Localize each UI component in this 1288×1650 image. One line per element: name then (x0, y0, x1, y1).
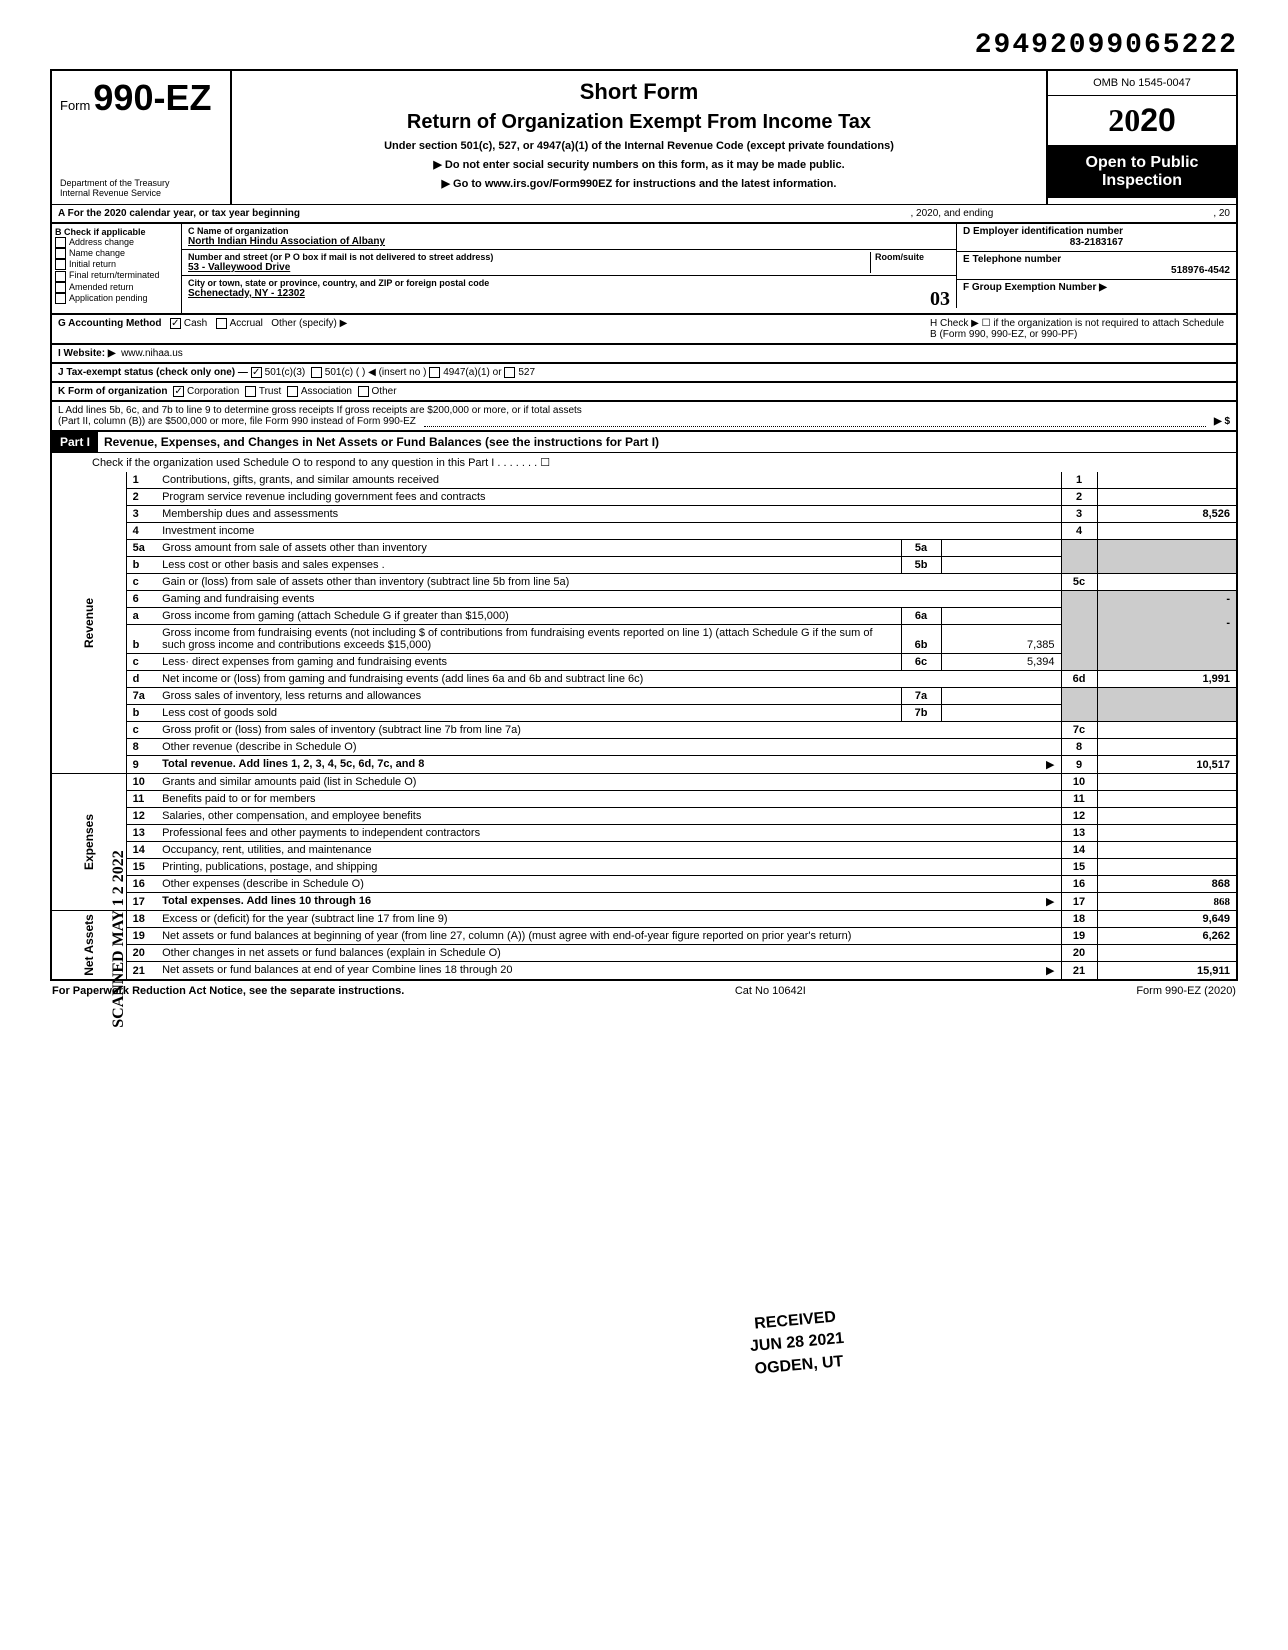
form-ref: Form 990-EZ (2020) (1136, 985, 1236, 997)
cat-number: Cat No 10642I (735, 985, 806, 997)
open-to-public: Open to Public Inspection (1048, 146, 1236, 198)
form-label: Form (60, 98, 90, 113)
main-table: Revenue 1Contributions, gifts, grants, a… (50, 472, 1238, 981)
row-j: J Tax-exempt status (check only one) — ✓… (50, 362, 1238, 381)
chk-501c3[interactable]: ✓ (251, 367, 262, 378)
c-city-label: City or town, state or province, country… (188, 278, 950, 288)
form-title-short: Short Form (240, 79, 1038, 105)
chk-cash[interactable]: ✓ (170, 318, 181, 329)
scanned-stamp: SCANNED MAY 1 2 2022 (110, 850, 128, 1028)
page-footer: For Paperwork Reduction Act Notice, see … (50, 981, 1238, 1001)
h-note: H Check ▶ ☐ if the organization is not r… (930, 318, 1230, 340)
chk-527[interactable] (504, 367, 515, 378)
row-l: L Add lines 5b, 6c, and 7b to line 9 to … (50, 400, 1238, 430)
chk-accrual[interactable] (216, 318, 227, 329)
netassets-label: Net Assets (82, 914, 96, 976)
c-street-label: Number and street (or P O box if mail is… (188, 252, 870, 262)
written-03: 03 (930, 288, 950, 311)
row-k: K Form of organization ✓Corporation Trus… (50, 381, 1238, 400)
chk-amended[interactable] (55, 282, 66, 293)
chk-final[interactable] (55, 271, 66, 282)
received-stamp: RECEIVED JUN 28 2021 OGDEN, UT (747, 1306, 847, 1381)
e-label: E Telephone number (963, 254, 1230, 265)
chk-pending[interactable] (55, 293, 66, 304)
b-header: B Check if applicable (55, 227, 178, 237)
section-bcdef: B Check if applicable Address change Nam… (50, 222, 1238, 313)
website-value: www.nihaa.us (121, 348, 183, 359)
room-label: Room/suite (875, 252, 950, 262)
row-i: I Website: ▶ www.nihaa.us (50, 343, 1238, 362)
phone-value: 518976-4542 (963, 265, 1230, 276)
line-a: A For the 2020 calendar year, or tax yea… (50, 204, 1238, 222)
part1-header-row: Part I Revenue, Expenses, and Changes in… (50, 430, 1238, 453)
chk-other[interactable] (358, 386, 369, 397)
revenue-label: Revenue (82, 592, 96, 654)
chk-address[interactable] (55, 237, 66, 248)
chk-501c[interactable] (311, 367, 322, 378)
chk-trust[interactable] (245, 386, 256, 397)
ssn-note: ▶ Do not enter social security numbers o… (240, 158, 1038, 171)
form-number: 990-EZ (93, 77, 211, 118)
chk-initial[interactable] (55, 259, 66, 270)
org-city: Schenectady, NY - 12302 (188, 288, 305, 311)
website-note: ▶ Go to www.irs.gov/Form990EZ for instru… (240, 177, 1038, 190)
part1-title: Revenue, Expenses, and Changes in Net As… (98, 432, 1236, 452)
ein-value: 83-2183167 (963, 237, 1230, 248)
paperwork-notice: For Paperwork Reduction Act Notice, see … (52, 985, 404, 997)
tax-year: 2020 (1048, 96, 1236, 146)
dln-number: 29492099065222 (50, 30, 1238, 61)
d-label: D Employer identification number (963, 226, 1230, 237)
c-name-label: C Name of organization (188, 226, 950, 236)
org-street: 53 - Valleywood Drive (188, 262, 870, 273)
dept-irs: Internal Revenue Service (60, 188, 222, 198)
expenses-label: Expenses (82, 811, 96, 873)
form-title-main: Return of Organization Exempt From Incom… (240, 111, 1038, 134)
row-g: G Accounting Method ✓Cash Accrual Other … (50, 313, 1238, 343)
form-header: Form 990-EZ Department of the Treasury I… (50, 69, 1238, 204)
f-label: F Group Exemption Number ▶ (963, 282, 1230, 293)
part1-sub: Check if the organization used Schedule … (50, 453, 1238, 472)
omb-number: OMB No 1545-0047 (1048, 71, 1236, 96)
dept-treasury: Department of the Treasury (60, 178, 222, 188)
chk-assoc[interactable] (287, 386, 298, 397)
form-subtitle: Under section 501(c), 527, or 4947(a)(1)… (240, 140, 1038, 152)
chk-name[interactable] (55, 248, 66, 259)
chk-4947[interactable] (429, 367, 440, 378)
org-name: North Indian Hindu Association of Albany (188, 236, 950, 247)
chk-corp[interactable]: ✓ (173, 386, 184, 397)
part1-label: Part I (52, 432, 98, 452)
